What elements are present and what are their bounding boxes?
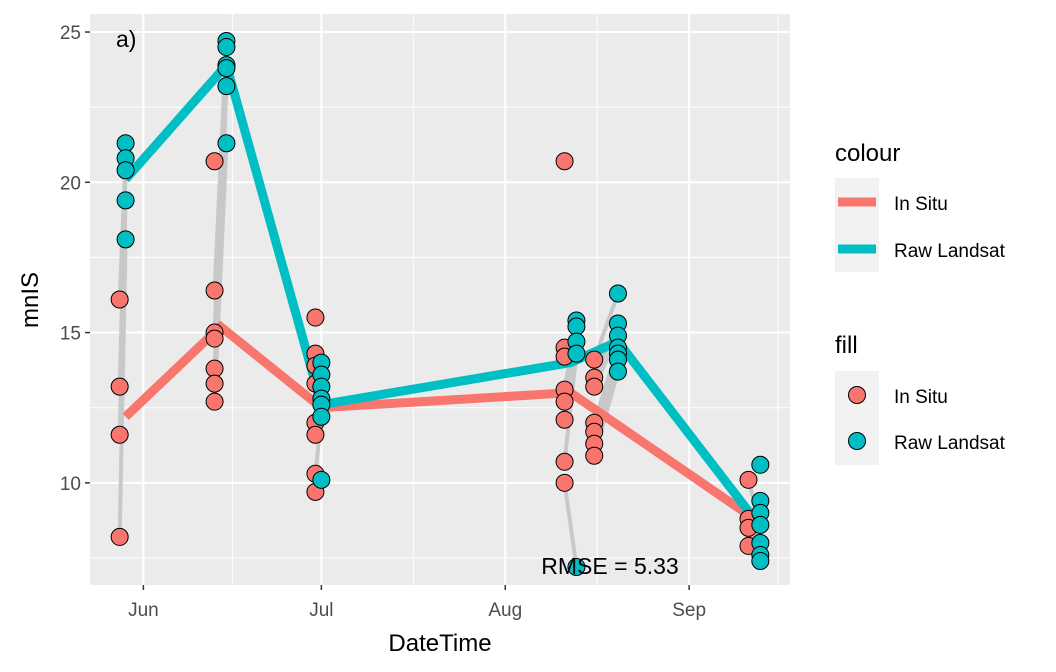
point-landsat xyxy=(312,407,331,426)
point-insitu xyxy=(205,374,224,393)
point-insitu xyxy=(585,350,604,369)
point-landsat xyxy=(567,344,586,363)
grid-layer xyxy=(90,14,790,585)
point-landsat xyxy=(312,470,331,489)
point-landsat xyxy=(116,191,135,210)
point-insitu xyxy=(555,452,574,471)
point-insitu xyxy=(306,425,325,444)
point-insitu xyxy=(110,290,129,309)
panel-label: a) xyxy=(116,26,136,52)
point-landsat xyxy=(217,59,236,78)
point-landsat xyxy=(217,38,236,57)
point-insitu xyxy=(555,152,574,171)
point-landsat xyxy=(567,317,586,336)
point-landsat xyxy=(608,362,627,381)
point-insitu xyxy=(555,392,574,411)
point-insitu xyxy=(555,473,574,492)
point-insitu xyxy=(205,359,224,378)
legend-fill-title: fill xyxy=(835,332,858,359)
point-insitu xyxy=(306,308,325,327)
x-tick-label: Jun xyxy=(128,600,159,621)
x-tick-label: Jul xyxy=(309,600,333,621)
point-insitu xyxy=(585,377,604,396)
legend-colour-label-landsat: Raw Landsat xyxy=(894,241,1006,262)
point-landsat xyxy=(567,557,586,576)
legend-colour-title: colour xyxy=(835,140,900,167)
points-layer xyxy=(110,32,770,576)
legend-fill-key-bg xyxy=(835,371,879,465)
axis-layer: 10 15 20 25 Jun Jul Aug Sep xyxy=(60,23,706,621)
point-landsat xyxy=(608,284,627,303)
legend-point-insitu xyxy=(848,386,866,404)
mean-line-landsat xyxy=(122,55,758,522)
y-tick-label: 25 xyxy=(60,23,81,44)
point-insitu xyxy=(205,329,224,348)
point-landsat xyxy=(116,161,135,180)
y-tick-label: 15 xyxy=(60,324,81,345)
legend-colour-label-insitu: In Situ xyxy=(894,194,948,215)
legend: colour In Situ Raw Landsat fill In Situ … xyxy=(835,140,1006,465)
point-insitu xyxy=(110,527,129,546)
point-landsat xyxy=(751,515,770,534)
point-landsat xyxy=(217,134,236,153)
point-insitu xyxy=(739,470,758,489)
pair-line xyxy=(562,480,579,569)
point-landsat xyxy=(116,134,135,153)
point-insitu xyxy=(205,152,224,171)
rmse-annotation: RMSE = 5.33 xyxy=(541,553,678,579)
x-tick-label: Sep xyxy=(672,600,706,621)
point-landsat xyxy=(116,230,135,249)
x-tick-label: Aug xyxy=(488,600,522,621)
y-tick-label: 10 xyxy=(60,474,81,495)
pair-line xyxy=(117,156,128,302)
legend-fill-label-landsat: Raw Landsat xyxy=(894,433,1006,454)
legend-fill-label-insitu: In Situ xyxy=(894,387,948,408)
x-axis-title: DateTime xyxy=(388,630,491,657)
point-insitu xyxy=(555,410,574,429)
point-landsat xyxy=(751,551,770,570)
point-insitu xyxy=(110,377,129,396)
point-insitu xyxy=(110,425,129,444)
y-axis-title: mnIS xyxy=(17,272,44,328)
plot-panel xyxy=(90,14,790,585)
y-tick-label: 20 xyxy=(60,173,81,194)
point-landsat xyxy=(217,77,236,96)
point-insitu xyxy=(205,392,224,411)
point-landsat xyxy=(751,455,770,474)
legend-point-landsat xyxy=(848,432,866,450)
legend-colour-key-bg xyxy=(835,178,879,272)
point-insitu xyxy=(205,281,224,300)
point-insitu xyxy=(585,446,604,465)
